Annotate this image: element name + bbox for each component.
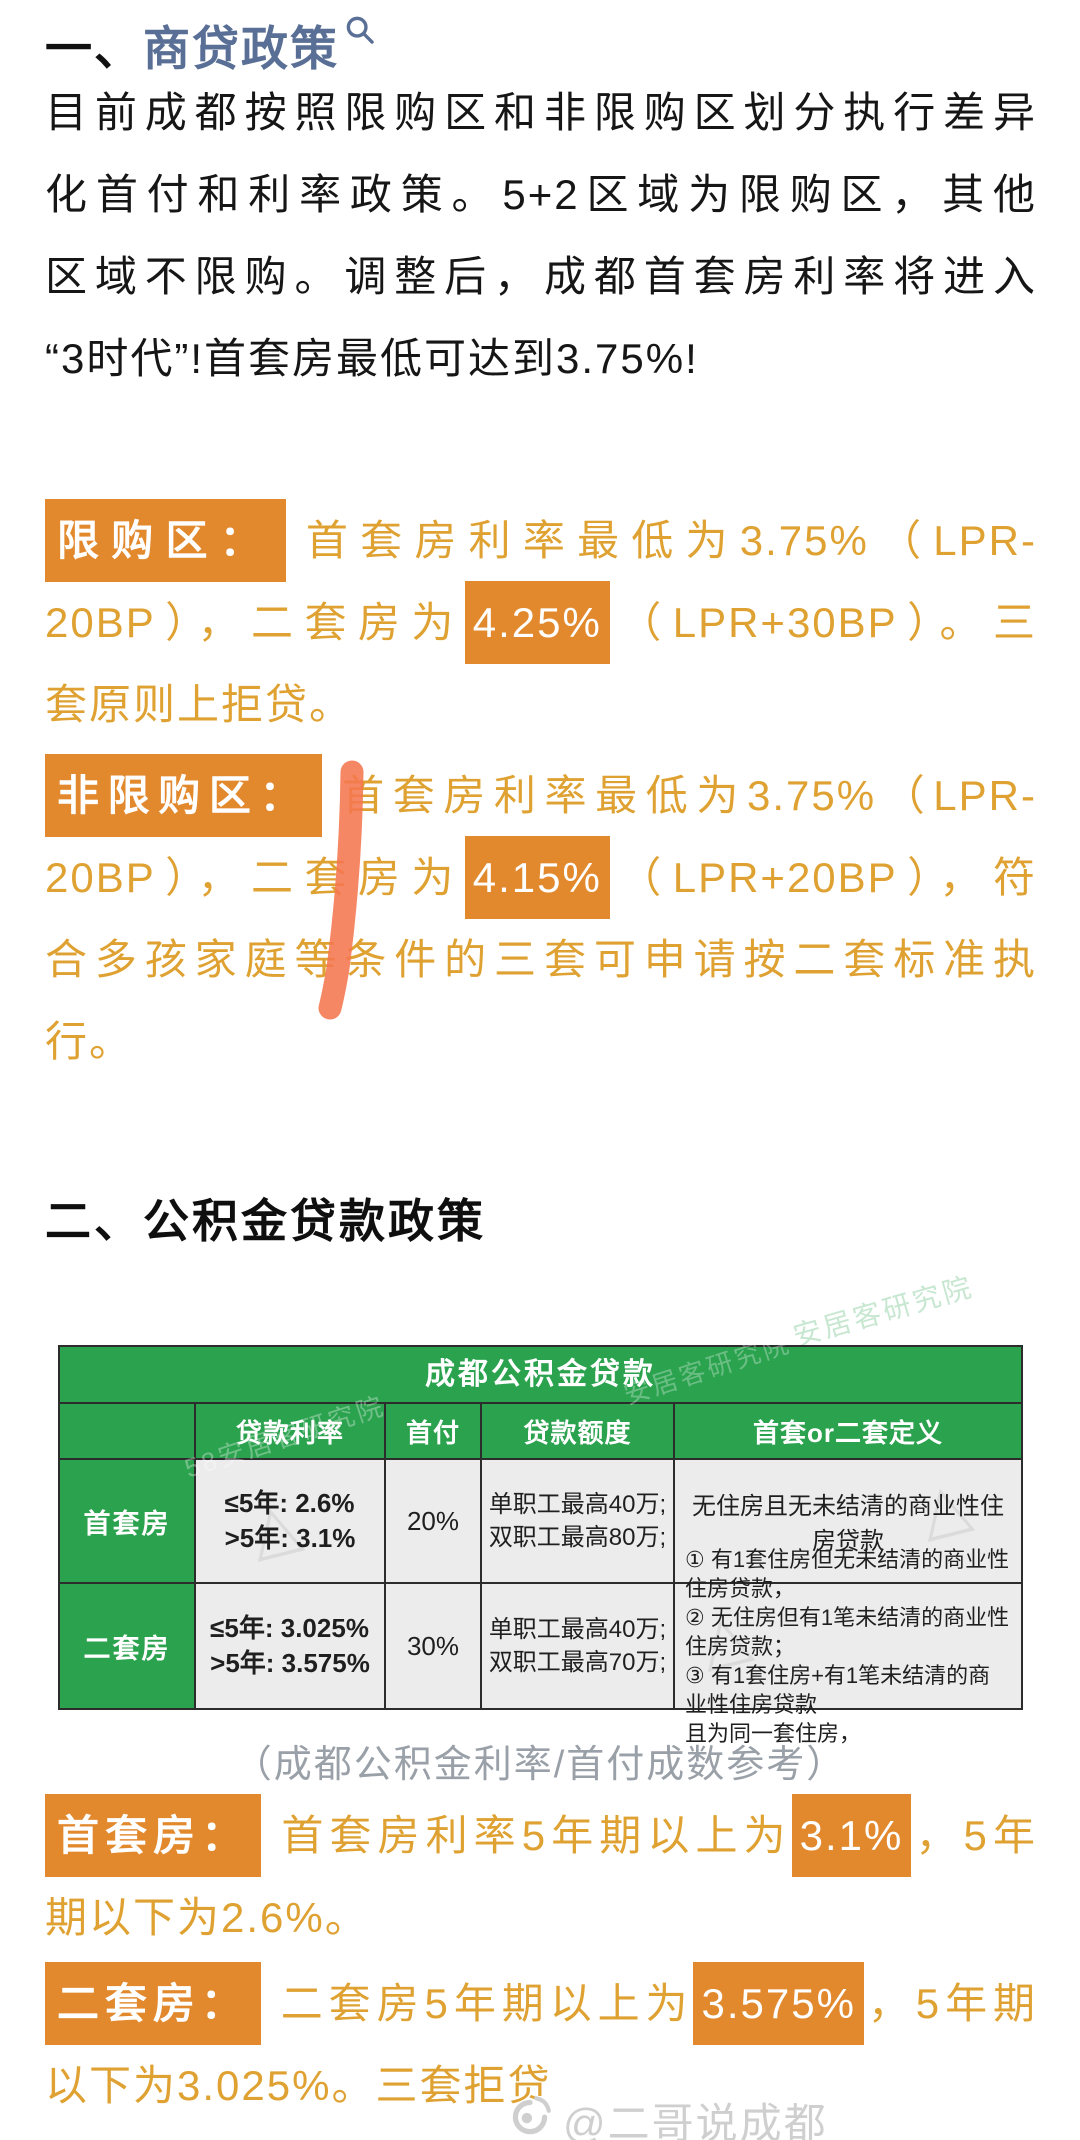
fund-loan-table: 成都公积金贷款 58安居客研究院 安居客研究院 贷款利率 首付 贷款额度 首套o… (58, 1328, 1023, 1746)
text-run: 以下为3.025%。三套拒贷 (45, 2062, 552, 2109)
highlight-label: 非限购区： (45, 754, 323, 837)
table-caption: （成都公积金利率/首付成数参考） (233, 1744, 847, 1786)
header-cell-empty (60, 1404, 196, 1460)
row-first-home-down: 20% (386, 1460, 482, 1584)
section2-heading: 二、公积金贷款政策 (45, 1195, 486, 1247)
highlight-label: 首套房： (45, 1794, 262, 1877)
text-run: 首套房利率最低为3.75%（LPR- (342, 772, 1037, 819)
fund-second-home-policy: 二套房： 二套房5年期以上为 3.575% ，5年期以下为3.025%。三套拒贷 (45, 1962, 1038, 2127)
highlight-value: 3.575% (693, 1962, 864, 2045)
heading-number: 一、 (45, 22, 143, 75)
section1-heading-link[interactable]: 商贷政策 (143, 22, 339, 75)
highlight-value: 3.1% (791, 1794, 912, 1877)
anjuke-watermark-green: 安居客研究院 (789, 1270, 978, 1352)
text-run: 期以下为2.6%。 (45, 1894, 369, 1941)
text-run: （LPR+20BP），符 (609, 854, 1037, 901)
row-second-home-rate: ≤5年: 3.025% >5年: 3.575% (196, 1584, 386, 1708)
table-grid: 贷款利率 首付 贷款额度 首套or二套定义 首套房 ≤5年: 2.6% >5年:… (60, 1404, 1021, 1746)
row-second-home-quota: 单职工最高40万; 双职工最高70万; (482, 1584, 675, 1708)
text-run: 20BP），二套房为 (45, 599, 465, 646)
text-run: 首套房利率5年期以上为 (281, 1812, 792, 1859)
row-second-home-definition: ① 有1套住房但无未结清的商业性住房贷款， ② 无住房但有1笔未结清的商业性住房… (675, 1547, 1021, 1746)
intro-paragraph: 目前成都按照限购区和非限购区划分执行差异 化首付和利率政策。5+2区域为限购区，其… (45, 72, 1037, 400)
header-cell-definition: 首套or二套定义 (675, 1404, 1021, 1460)
weibo-icon (505, 2095, 555, 2140)
row-first-home-label: 首套房 (60, 1460, 196, 1584)
table-title: 成都公积金贷款 (60, 1347, 1021, 1404)
row-second-home-down: 30% (386, 1584, 482, 1708)
highlight-value: 4.15% (464, 836, 610, 919)
search-icon[interactable] (343, 3, 377, 58)
highlight-value: 4.25% (464, 581, 610, 664)
text-run: 区域不限购。调整后，成都首套房利率将进入 (45, 253, 1037, 300)
header-cell-loan-quota: 贷款额度 (482, 1404, 675, 1460)
row-first-home-rate: ≤5年: 2.6% >5年: 3.1% (196, 1460, 386, 1584)
non-restricted-zone-policy: 非限购区： 首套房利率最低为3.75%（LPR- 20BP），二套房为 4.15% （L… (45, 754, 1037, 1083)
section1-heading: 一、商贷政策 (45, 10, 374, 79)
header-cell-loan-rate: 贷款利率 (196, 1404, 386, 1460)
text-run: 化首付和利率政策。5+2区域为限购区，其他 (45, 171, 1037, 218)
highlight-label: 二套房： (45, 1962, 261, 2045)
author-handle: @二哥说成都 (563, 2100, 828, 2140)
row-first-home-definition: 无住房且无未结清的商业性住房贷款 (675, 1460, 1021, 1584)
text-run: 合多孩家庭等条件的三套可申请按二套标准执 (45, 936, 1037, 983)
text-run: ，5年期 (863, 1980, 1038, 2027)
row-first-home-quota: 单职工最高40万; 双职工最高80万; (482, 1460, 675, 1584)
highlight-label: 限购区： (45, 499, 286, 582)
text-run: 目前成都按照限购区和非限购区划分执行差异 (45, 89, 1037, 136)
text-run: 二套房5年期以上为 (280, 1980, 694, 2027)
text-run: ，5年 (911, 1812, 1037, 1859)
row-second-home-label: 二套房 (60, 1584, 196, 1708)
author-watermark: @二哥说成都 (505, 2090, 828, 2140)
text-run: 首套房利率最低为3.75%（LPR- (305, 517, 1037, 564)
restricted-zone-policy: 限购区： 首套房利率最低为3.75%（LPR- 20BP），二套房为 4.25% （LP… (45, 499, 1037, 746)
text-run: 行。 (45, 1018, 134, 1065)
text-run: 20BP），二套房为 (45, 854, 465, 901)
header-cell-down-payment: 首付 (386, 1404, 482, 1460)
fund-first-home-policy: 首套房： 首套房利率5年期以上为 3.1% ，5年期以下为2.6%。 (45, 1794, 1037, 1959)
text-run: （LPR+30BP）。三 (609, 599, 1037, 646)
text-run: 套原则上拒贷。 (45, 681, 354, 728)
text-run: “3时代”!首套房最低可达到3.75%! (45, 335, 699, 382)
